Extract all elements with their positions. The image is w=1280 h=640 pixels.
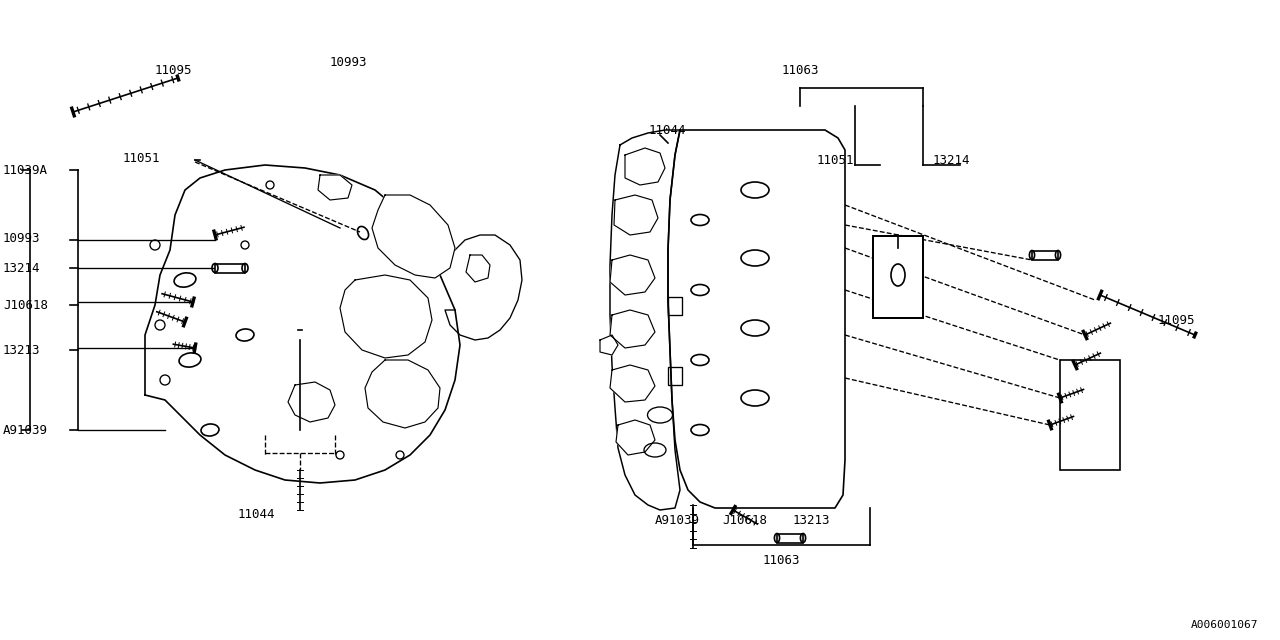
Bar [215, 264, 244, 273]
Text: 13214: 13214 [933, 154, 970, 166]
Text: 11051: 11051 [817, 154, 854, 166]
Text: 10993: 10993 [1062, 444, 1101, 456]
Polygon shape [372, 195, 454, 278]
Polygon shape [365, 360, 440, 428]
Polygon shape [288, 382, 335, 422]
Text: 11051: 11051 [123, 152, 160, 164]
Text: J10618: J10618 [3, 298, 49, 312]
Text: 11063: 11063 [781, 63, 819, 77]
Polygon shape [611, 130, 680, 510]
Bar [668, 297, 682, 315]
Text: 10993: 10993 [330, 56, 367, 68]
Text: 13213: 13213 [794, 513, 831, 527]
Text: 10993: 10993 [3, 232, 41, 244]
Polygon shape [145, 165, 460, 483]
Text: A91039: A91039 [655, 513, 700, 527]
Polygon shape [611, 310, 655, 348]
Bar [668, 367, 682, 385]
Bar [1032, 250, 1059, 259]
Polygon shape [440, 235, 522, 340]
Polygon shape [668, 130, 845, 508]
Polygon shape [340, 275, 433, 358]
Text: 13214: 13214 [3, 262, 41, 275]
Text: J10618: J10618 [722, 513, 767, 527]
Polygon shape [614, 195, 658, 235]
Polygon shape [616, 420, 655, 455]
Text: 11095: 11095 [155, 63, 192, 77]
Text: 11095: 11095 [1158, 314, 1196, 326]
Polygon shape [466, 255, 490, 282]
Polygon shape [625, 148, 666, 185]
Text: 11044: 11044 [649, 124, 686, 136]
Polygon shape [611, 365, 655, 402]
Bar [777, 534, 803, 543]
Bar [1060, 360, 1120, 470]
Text: 11063: 11063 [763, 554, 800, 566]
Polygon shape [600, 335, 618, 355]
Text: 11039A: 11039A [3, 163, 49, 177]
Text: 11044: 11044 [237, 509, 275, 522]
Polygon shape [611, 255, 655, 295]
Polygon shape [317, 175, 352, 200]
Text: A91039: A91039 [3, 424, 49, 436]
Text: 13213: 13213 [3, 344, 41, 356]
Text: A006001067: A006001067 [1190, 620, 1258, 630]
Bar [873, 236, 923, 318]
